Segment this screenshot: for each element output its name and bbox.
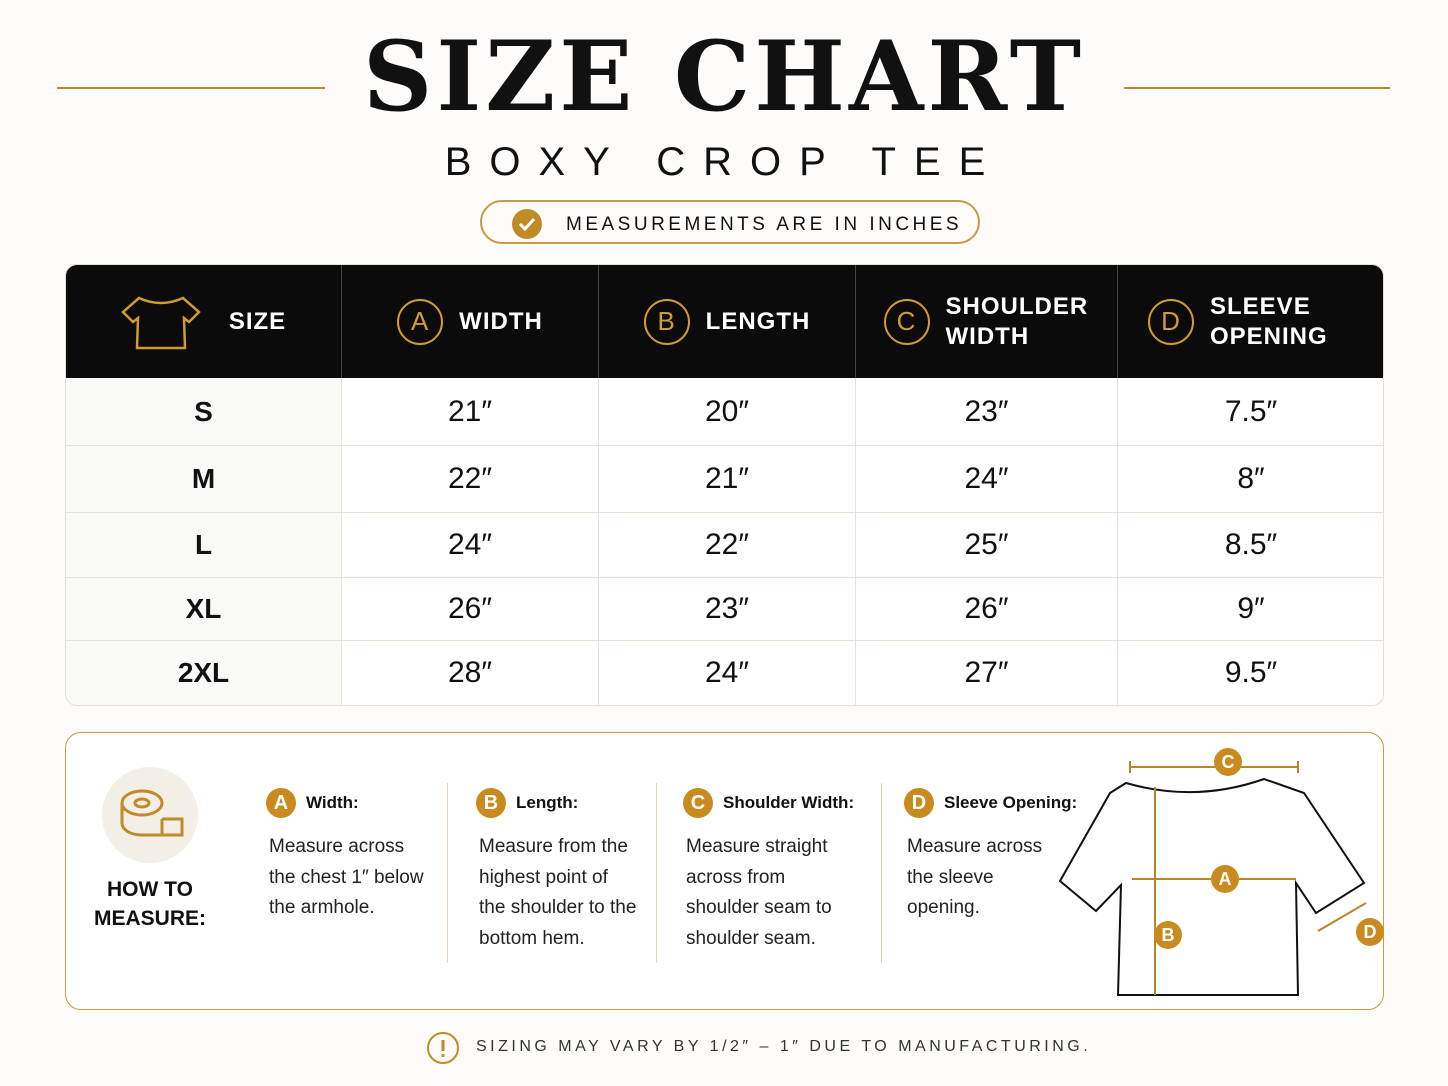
guide-heading: C Shoulder Width: [683,788,863,818]
badge: MEASUREMENTS ARE IN INCHES [480,200,980,244]
shirt-icon [120,296,201,349]
how-to-measure: HOW TO MEASURE: A Width: Measure across th… [65,732,1384,1010]
guide-heading: B Length: [476,788,656,818]
value-cell: 22″ [342,446,599,513]
column-header: C SHOULDER WIDTH [856,265,1118,378]
value-cell: 23″ [599,578,856,641]
rule [57,87,325,89]
size-cell: XL [66,578,342,641]
title: SIZE CHART [362,20,1086,133]
value-cell: 8.5″ [1118,513,1383,578]
guide-item: B Length: Measure from the highest point o… [476,788,656,954]
value-cell: 28″ [342,641,599,705]
size-cell: S [66,378,342,446]
guide-item: D Sleeve Opening: Measure across the sleev… [904,788,1084,924]
column-header: A WIDTH [342,265,599,378]
value-cell: 21″ [599,446,856,513]
size-table: SIZE A WIDTH B LENGTH C SHOULDER WIDTH D SLEEVE … [65,264,1384,706]
column-letter: D [1148,298,1194,345]
size-cell: M [66,446,342,513]
value-cell: 27″ [856,641,1118,705]
value-cell: 22″ [599,513,856,578]
guide-item: A Width: Measure across the chest 1″ below… [266,788,446,924]
value-cell: 9″ [1118,578,1383,641]
footer-note: SIZING MAY VARY BY 1/2″ – 1″ DUE TO MANU… [476,1038,1092,1055]
guide-item-title: Shoulder Width: [723,793,855,812]
value-cell: 24″ [599,641,856,705]
column-label: SHOULDER WIDTH [945,292,1089,350]
guide-letter: C [683,788,713,818]
column-letter: B [643,298,690,345]
size-cell: L [66,513,342,578]
divider [447,783,448,963]
column-label: SLEEVE OPENING [1210,292,1328,350]
rule [1124,87,1390,89]
value-cell: 24″ [856,446,1118,513]
guide-heading: D Sleeve Opening: [904,788,1084,818]
diagram-letter: B [1154,921,1182,949]
subtitle: BOXY CROP TEE [444,140,1004,184]
value-cell: 8″ [1118,446,1383,513]
divider [656,783,657,963]
column-letter: C [883,298,930,345]
badge-text: MEASUREMENTS ARE IN INCHES [566,214,963,235]
guide-item-text: Measure across the sleeve opening. [907,836,1043,918]
size-cell: 2XL [66,641,342,705]
guide-item-title: Width: [306,793,359,812]
tape-icon-bg [102,767,198,863]
diagram-letter: A [1211,865,1239,893]
guide-item-title: Length: [516,793,579,812]
guide-letter: D [904,788,934,818]
divider [881,783,882,963]
diagram-letter: D [1356,918,1384,946]
column-label: WIDTH [459,307,543,335]
guide-item: C Shoulder Width: Measure straight across … [683,788,863,954]
value-cell: 26″ [342,578,599,641]
value-cell: 25″ [856,513,1118,578]
guide-item-title: Sleeve Opening: [944,793,1078,812]
value-cell: 7.5″ [1118,378,1383,446]
value-cell: 20″ [599,378,856,446]
column-header: B LENGTH [599,265,856,378]
warning-icon [427,1032,459,1064]
guide-title: HOW TO MEASURE: [93,878,206,930]
column-letter: A [397,298,444,345]
value-cell: 9.5″ [1118,641,1383,705]
guide-item-text: Measure across the chest 1″ below the ar… [269,836,424,918]
tape-icon [120,789,184,837]
value-cell: 23″ [856,378,1118,446]
value-cell: 21″ [342,378,599,446]
check-icon [512,209,542,239]
column-label: SIZE [228,307,287,335]
guide-item-text: Measure from the highest point of the sh… [479,836,637,949]
guide-letter: A [266,788,296,818]
guide-item-text: Measure straight across from shoulder se… [686,836,832,949]
value-cell: 26″ [856,578,1118,641]
value-cell: 24″ [342,513,599,578]
guide-heading: A Width: [266,788,446,818]
column-label: LENGTH [705,307,811,335]
column-header: D SLEEVE OPENING [1118,265,1383,378]
guide-letter: B [476,788,506,818]
diagram-letter: C [1214,748,1242,776]
shirt-diagram [1058,761,1367,996]
column-header: SIZE [66,265,342,378]
